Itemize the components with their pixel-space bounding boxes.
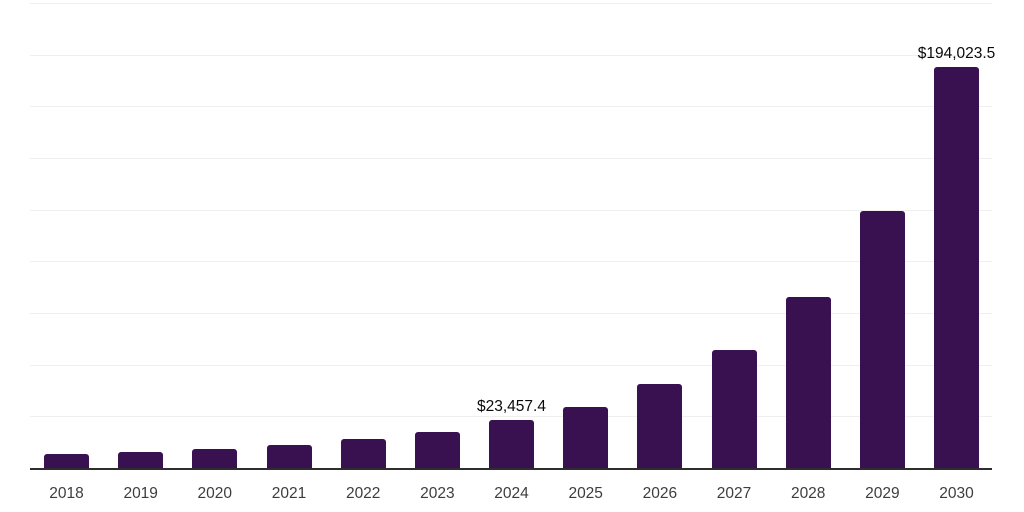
x-axis-tick-label-2019: 2019 (123, 485, 158, 502)
x-axis-tick-label-2026: 2026 (642, 485, 678, 502)
bar-value-label-2030: $194,023.5 (917, 45, 996, 62)
x-axis-tick-label-2030: 2030 (939, 485, 974, 502)
bar-2028 (785, 296, 831, 468)
bar-2023 (414, 432, 460, 468)
bar-2024 (489, 419, 534, 468)
gridline (30, 106, 992, 108)
bar-2026 (637, 384, 683, 468)
plot-area: 2018 2019 2020 2021 2022 2023 $23,457.4 2024 202… (30, 0, 995, 512)
x-axis-tick-label-2023: 2023 (420, 485, 455, 502)
x-axis-tick-label-2021: 2021 (271, 485, 307, 502)
gridline (30, 313, 992, 314)
x-axis-tick-label-2029: 2029 (865, 485, 900, 502)
x-axis-tick-label-2024: 2024 (494, 485, 529, 502)
bar-2022 (340, 438, 386, 468)
gridline (30, 416, 992, 418)
bar-2025 (563, 406, 609, 468)
x-axis-tick-label-2025: 2025 (568, 485, 603, 502)
x-axis-tick-label-2020: 2020 (197, 485, 233, 502)
bar-2030 (934, 67, 979, 468)
gridline (30, 364, 992, 366)
x-axis-tick-label-2018: 2018 (49, 485, 84, 502)
bar-2018 (44, 453, 89, 468)
gridline (30, 209, 992, 211)
x-axis-tick-label-2028: 2028 (790, 485, 826, 502)
bar-2021 (266, 444, 312, 468)
gridline (30, 54, 992, 56)
bar-value-label-2024: $23,457.4 (477, 397, 546, 415)
x-axis-tick-label-2027: 2027 (716, 485, 752, 502)
x-axis-line (30, 468, 992, 470)
bar-2019 (118, 451, 164, 468)
gridline (30, 261, 992, 263)
gridline (30, 3, 992, 4)
bar-2020 (192, 449, 238, 468)
bar-2029 (859, 210, 905, 468)
bar-2027 (711, 350, 757, 468)
x-axis-tick-label-2022: 2022 (345, 485, 381, 502)
gridline (30, 158, 992, 159)
